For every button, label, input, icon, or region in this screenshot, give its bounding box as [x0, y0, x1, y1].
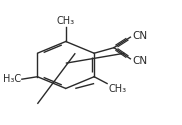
Text: CN: CN	[132, 56, 148, 66]
Text: H₃C: H₃C	[3, 74, 21, 84]
Text: CH₃: CH₃	[108, 84, 127, 94]
Text: CH₃: CH₃	[57, 16, 75, 26]
Text: CN: CN	[132, 31, 148, 41]
